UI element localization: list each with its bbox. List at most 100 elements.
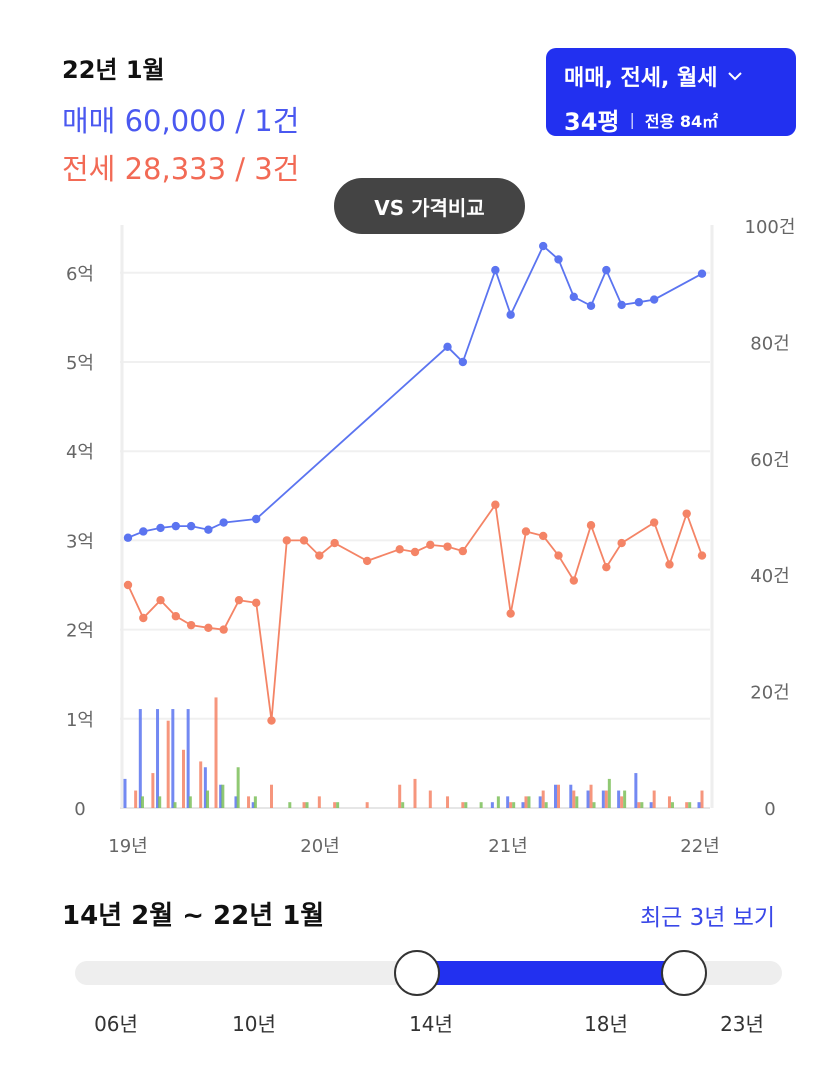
volume-bar	[270, 784, 273, 808]
range-label: 14년 2월 ~ 22년 1월	[62, 901, 325, 931]
volume-bar	[253, 796, 257, 808]
data-point	[682, 509, 691, 518]
data-point	[362, 556, 372, 566]
deal-type-filter-button[interactable]: 매매, 전세, 월세 34평 | 전용 84㎡	[546, 48, 796, 136]
data-point	[395, 545, 404, 554]
volume-bar	[490, 802, 494, 808]
volume-bar	[398, 784, 402, 808]
volume-bar	[413, 778, 417, 808]
range-slider-selection	[418, 961, 685, 985]
volume-bar	[688, 802, 692, 808]
chart-grid	[120, 225, 714, 809]
rent-summary: 전세 28,333 / 3건	[62, 152, 300, 186]
x-tick-label: 20년	[300, 836, 339, 857]
data-point	[186, 521, 196, 531]
data-point	[617, 538, 626, 548]
volume-bar	[173, 802, 177, 808]
vs-compare-button[interactable]: VS 가격비교	[334, 178, 525, 234]
volume-bar	[601, 790, 605, 808]
volume-bar	[589, 784, 593, 808]
data-point	[506, 609, 515, 618]
volume-bar	[524, 796, 528, 808]
y-left-tick-label: 0	[74, 799, 85, 820]
data-point	[219, 518, 228, 527]
volume-bar	[667, 796, 671, 808]
volume-bar	[138, 709, 142, 808]
data-point	[649, 518, 659, 527]
volume-bars	[123, 697, 704, 808]
volume-bar	[557, 784, 560, 808]
data-point	[697, 269, 707, 278]
data-point	[410, 547, 420, 557]
data-point	[156, 523, 165, 533]
data-point	[665, 560, 674, 569]
volume-bar	[509, 802, 513, 808]
volume-bar	[541, 790, 545, 808]
volume-bar	[464, 802, 468, 808]
volume-bar	[640, 802, 644, 808]
volume-bar	[251, 802, 255, 808]
volume-bar	[199, 761, 203, 808]
data-point	[458, 357, 468, 367]
y-left-tick-label: 1억	[66, 710, 94, 731]
volume-bar	[203, 767, 207, 808]
data-point	[234, 595, 244, 605]
volume-bar	[219, 784, 223, 808]
volume-bar	[134, 790, 138, 808]
volume-bar	[428, 790, 432, 808]
range-end-handle[interactable]	[661, 950, 707, 996]
data-point	[538, 531, 548, 541]
price-chart: 0 1억 2억 3억 4억 5억 6억 0 20건 40건 60건 80건 100건 19년 20년 21년 2…	[66, 217, 795, 857]
slider-tick-label: 14년	[409, 1012, 453, 1036]
volume-bar	[140, 796, 144, 808]
volume-bar	[336, 802, 340, 808]
volume-bar	[620, 796, 624, 808]
volume-bar	[685, 802, 689, 808]
volume-bar	[234, 796, 238, 808]
data-point	[458, 546, 468, 556]
volume-bar	[188, 796, 192, 808]
data-point	[697, 551, 707, 560]
volume-bar	[158, 796, 162, 808]
data-point	[330, 538, 339, 548]
slider-tick-label: 10년	[232, 1012, 276, 1036]
volume-bar	[634, 773, 638, 808]
volume-bar	[156, 709, 160, 808]
data-point	[204, 525, 213, 534]
y-right-tick-label: 0	[764, 799, 775, 820]
data-point	[443, 342, 452, 352]
area-label: 전용 84㎡	[644, 111, 719, 131]
volume-bar	[592, 802, 596, 808]
data-point	[569, 292, 579, 302]
volume-bar	[333, 802, 337, 808]
data-point	[586, 521, 596, 530]
volume-bar	[479, 802, 483, 808]
volume-bar	[461, 802, 465, 808]
series-line	[127, 244, 703, 539]
data-point	[426, 540, 435, 550]
volume-bar	[496, 796, 500, 808]
chevron-down-icon	[728, 72, 743, 81]
x-tick-label: 22년	[680, 836, 719, 857]
slider-tick-label: 23년	[720, 1012, 764, 1036]
data-point	[267, 716, 276, 725]
period-label: 22년 1월	[62, 56, 165, 84]
data-point	[299, 536, 309, 545]
volume-bar	[401, 802, 405, 808]
volume-bar	[521, 802, 525, 808]
data-point	[649, 295, 659, 304]
data-point	[602, 265, 611, 275]
volume-bar	[506, 796, 510, 808]
volume-bar	[302, 802, 306, 808]
y-right-tick-label: 40건	[750, 566, 789, 587]
data-point	[219, 625, 228, 634]
x-tick-label: 21년	[488, 836, 527, 857]
volume-bar	[236, 767, 240, 808]
volume-bar	[586, 790, 590, 808]
y-left-tick-label: 3억	[66, 531, 94, 552]
recent-3-years-link[interactable]: 최근 3년 보기	[640, 905, 776, 931]
volume-bar	[221, 784, 225, 808]
volume-bar	[604, 790, 608, 808]
volume-bar	[623, 790, 627, 808]
range-start-handle[interactable]	[394, 950, 440, 996]
